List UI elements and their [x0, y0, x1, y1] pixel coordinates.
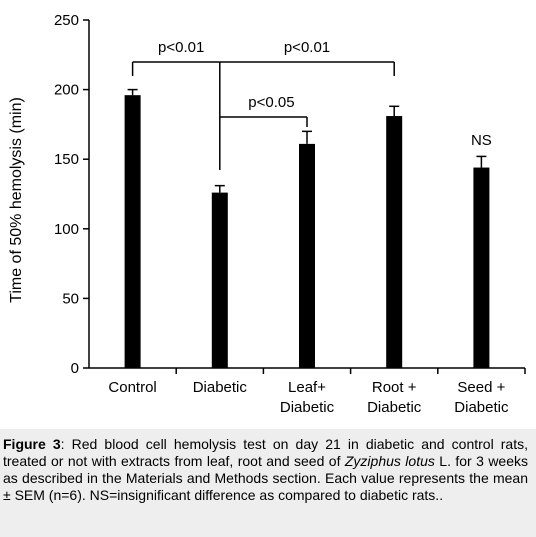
caption-text-1: : Red blood cell hemolysis test on day 2…: [3, 436, 528, 469]
species-name: Zyziphus lotus: [344, 453, 435, 469]
x-category-label: Seed +: [457, 379, 505, 396]
bar: [299, 143, 315, 368]
bars: [124, 88, 490, 368]
x-category-label: Root +: [372, 379, 417, 396]
axes: 0 50 100 150 200 250 Control Diabetic Leaf+ Diabe…: [54, 12, 526, 416]
y-tick-label: 200: [54, 82, 79, 99]
x-category-label: Leaf+: [288, 379, 326, 396]
ns-label: NS: [471, 132, 492, 149]
bracket-diabetic-leaf: p<0.05: [219, 94, 308, 127]
bar: [473, 167, 490, 368]
chart: 0 50 100 150 200 250 Control Diabetic Leaf+ Diabe…: [8, 12, 526, 416]
x-category-label: Diabetic: [367, 399, 422, 416]
y-axis-label: Time of 50% hemolysis (min): [8, 97, 25, 303]
bracket-diabetic-root: p<0.01: [219, 39, 395, 76]
y-tick-label: 100: [54, 221, 79, 238]
caption-text-2: L. for 3 weeks as described in the Mater…: [3, 453, 529, 503]
bracket-control-diabetic: p<0.01: [131, 39, 220, 76]
figure-caption: Figure 3: Red blood cell hemolysis test …: [0, 429, 536, 537]
annotations: p<0.01 p<0.01 p<0.05 NS: [131, 39, 492, 170]
x-category-label: Control: [108, 379, 156, 396]
x-category-label: Diabetic: [454, 399, 509, 416]
p-value-label: p<0.01: [158, 39, 204, 56]
y-tick-label: 0: [71, 360, 79, 377]
y-tick-label: 150: [54, 151, 79, 168]
x-category-label: Diabetic: [280, 399, 335, 416]
y-tick-label: 250: [54, 12, 79, 29]
p-value-label: p<0.05: [248, 94, 294, 111]
bar: [124, 95, 141, 368]
x-category-label: Diabetic: [193, 379, 248, 396]
bar: [211, 192, 228, 368]
p-value-label: p<0.01: [284, 39, 330, 56]
bar: [386, 116, 403, 368]
y-tick-label: 50: [62, 290, 79, 307]
figure-label: Figure 3: [3, 436, 61, 452]
